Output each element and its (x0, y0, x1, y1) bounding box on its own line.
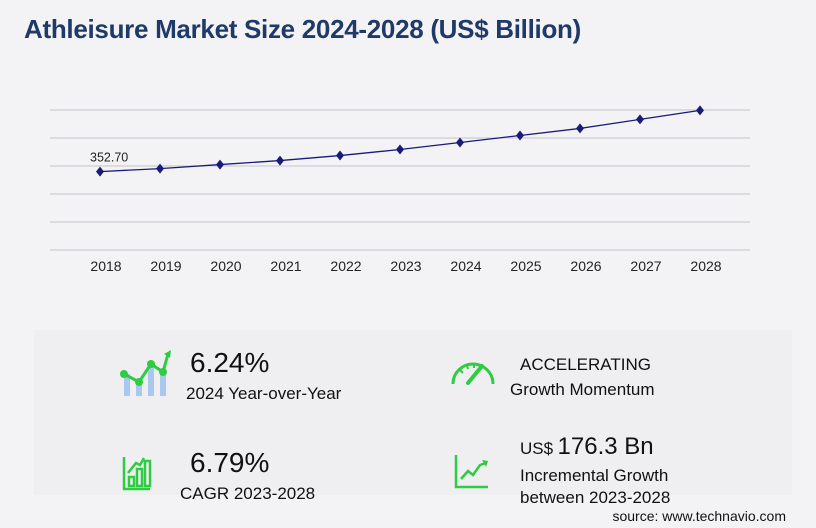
x-tick-label: 2028 (690, 258, 721, 274)
data-point (696, 105, 704, 116)
x-tick-label: 2024 (450, 258, 481, 274)
data-point (156, 163, 164, 174)
speedometer-icon (451, 362, 495, 385)
data-point (96, 166, 104, 177)
growth-chart-icon (120, 350, 171, 396)
data-point (576, 123, 584, 134)
cagr-label: CAGR 2023-2028 (180, 484, 316, 503)
data-point (276, 155, 284, 166)
data-point (396, 144, 404, 155)
x-tick-label: 2023 (390, 258, 421, 274)
incremental-amount: 176.3 Bn (557, 433, 654, 460)
momentum-value: ACCELERATING (520, 355, 651, 374)
x-tick-label: 2020 (210, 258, 241, 274)
data-point (336, 150, 344, 161)
incremental-label-1: Incremental Growth (520, 466, 669, 485)
data-point (216, 159, 224, 170)
x-tick-label: 2025 (510, 258, 541, 274)
incremental-label-2: between 2023-2028 (520, 488, 671, 507)
data-point (516, 130, 524, 141)
yoy-value: 6.24% (190, 347, 270, 378)
x-tick-label: 2022 (330, 258, 361, 274)
page-title: Athleisure Market Size 2024-2028 (US$ Bi… (24, 14, 581, 44)
data-point (636, 114, 644, 125)
x-tick-label: 2027 (630, 258, 661, 274)
data-label: 352.70 (90, 151, 128, 165)
yoy-label: 2024 Year-over-Year (186, 384, 342, 403)
x-tick-label: 2018 (90, 258, 121, 274)
currency-prefix: US$ (520, 439, 554, 458)
x-tick-label: 2021 (270, 258, 301, 274)
data-point (456, 137, 464, 148)
trend-up-icon (454, 455, 488, 489)
x-tick-label: 2019 (150, 258, 181, 274)
x-tick-label: 2026 (570, 258, 601, 274)
series-line (99, 109, 701, 173)
source-text: source: www.technavio.com (612, 508, 786, 524)
line-chart: 2018 2019 2020 2021 2022 2023 2024 2025 2026 2027… (50, 105, 750, 274)
incremental-growth-value: US$ 176.3 Bn (520, 433, 654, 461)
momentum-label: Growth Momentum (510, 380, 655, 399)
cagr-value: 6.79% (190, 447, 270, 478)
bar-chart-icon (122, 457, 152, 491)
stats-panel (34, 330, 792, 495)
